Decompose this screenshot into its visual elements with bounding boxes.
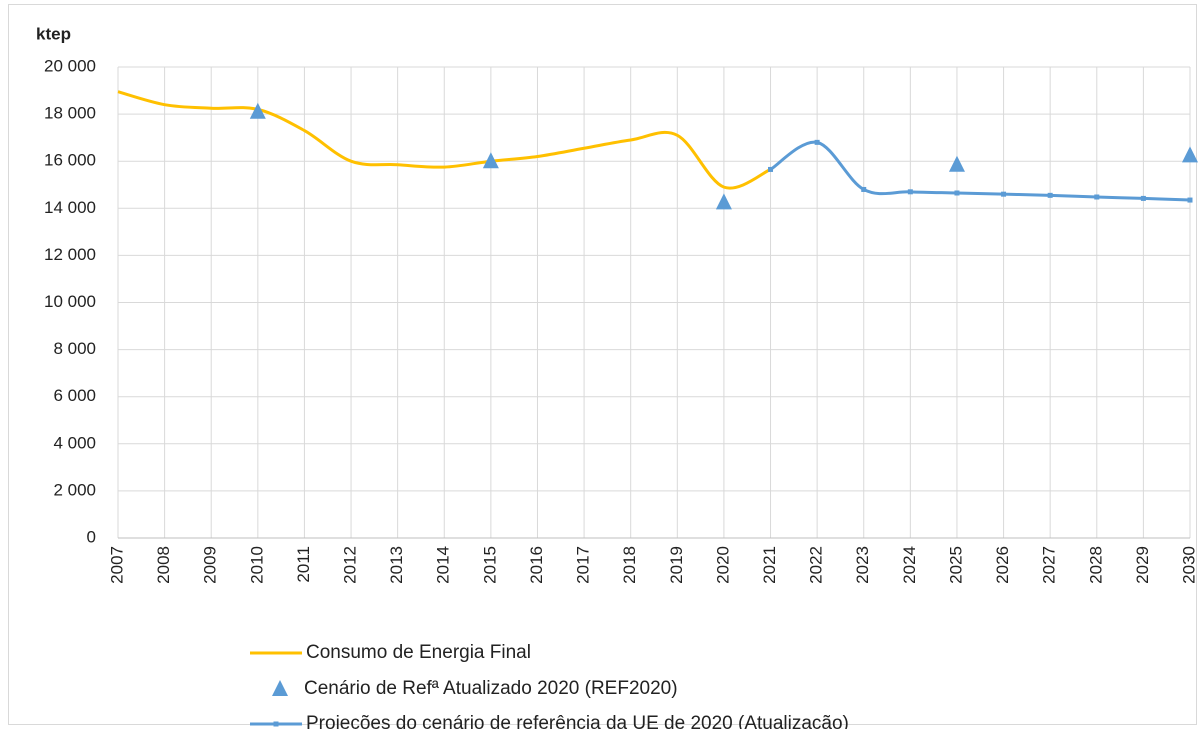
y-tick-label: 2 000 xyxy=(53,480,96,499)
legend-swatch xyxy=(272,680,288,696)
triangle-marker xyxy=(1182,146,1198,163)
point-marker xyxy=(1001,191,1007,197)
x-tick-label: 2015 xyxy=(480,546,499,584)
y-tick-label: 6 000 xyxy=(53,386,96,405)
y-tick-label: 10 000 xyxy=(44,292,96,311)
y-tick-label: 4 000 xyxy=(53,433,96,452)
x-tick-label: 2021 xyxy=(760,546,779,584)
point-marker xyxy=(1187,197,1193,203)
x-tick-label: 2009 xyxy=(201,546,220,584)
legend-swatch xyxy=(273,721,279,727)
chart-frame xyxy=(8,4,1197,725)
point-marker xyxy=(1094,194,1100,200)
x-tick-label: 2018 xyxy=(620,546,639,584)
y-tick-label: 0 xyxy=(87,527,96,546)
x-tick-label: 2019 xyxy=(667,546,686,584)
x-tick-label: 2007 xyxy=(107,546,126,584)
x-tick-label: 2026 xyxy=(993,546,1012,584)
x-tick-label: 2013 xyxy=(387,546,406,584)
x-tick-label: 2022 xyxy=(807,546,826,584)
y-tick-label: 12 000 xyxy=(44,245,96,264)
x-tick-label: 2023 xyxy=(853,546,872,584)
x-tick-label: 2008 xyxy=(154,546,173,584)
x-tick-label: 2024 xyxy=(900,546,919,584)
x-tick-label: 2012 xyxy=(341,546,360,584)
x-tick-label: 2010 xyxy=(247,546,266,584)
triangle-marker xyxy=(948,155,965,172)
point-marker xyxy=(1140,195,1146,201)
series-line xyxy=(769,140,1191,202)
point-marker xyxy=(768,166,774,172)
legend-label: Consumo de Energia Final xyxy=(306,642,531,663)
series-line xyxy=(117,90,772,190)
legend-label: Cenário de Refª Atualizado 2020 (REF2020… xyxy=(304,678,678,699)
point-marker xyxy=(1047,192,1053,198)
point-marker xyxy=(861,186,867,192)
triangle-marker xyxy=(249,102,266,119)
point-marker xyxy=(814,139,820,145)
x-tick-label: 2029 xyxy=(1133,546,1152,584)
x-tick-label: 2025 xyxy=(946,546,965,584)
triangle-marker xyxy=(715,193,732,210)
x-tick-label: 2027 xyxy=(1040,546,1059,584)
y-axis-label: ktep xyxy=(36,24,71,43)
x-tick-label: 2014 xyxy=(434,546,453,584)
x-tick-label: 2017 xyxy=(574,546,593,584)
x-tick-label: 2020 xyxy=(713,546,732,584)
y-tick-label: 20 000 xyxy=(44,56,96,75)
legend-label: Projeções do cenário de referência da UE… xyxy=(306,713,849,729)
x-tick-label: 2011 xyxy=(294,546,313,583)
x-tick-label: 2028 xyxy=(1086,546,1105,584)
point-marker xyxy=(907,189,913,195)
y-tick-label: 18 000 xyxy=(44,104,96,123)
y-tick-label: 16 000 xyxy=(44,151,96,170)
y-tick-label: 14 000 xyxy=(44,198,96,217)
x-tick-label: 2030 xyxy=(1179,546,1198,584)
point-marker xyxy=(954,190,960,196)
x-tick-label: 2016 xyxy=(527,546,546,584)
y-tick-label: 8 000 xyxy=(53,339,96,358)
triangle-marker xyxy=(482,152,499,169)
